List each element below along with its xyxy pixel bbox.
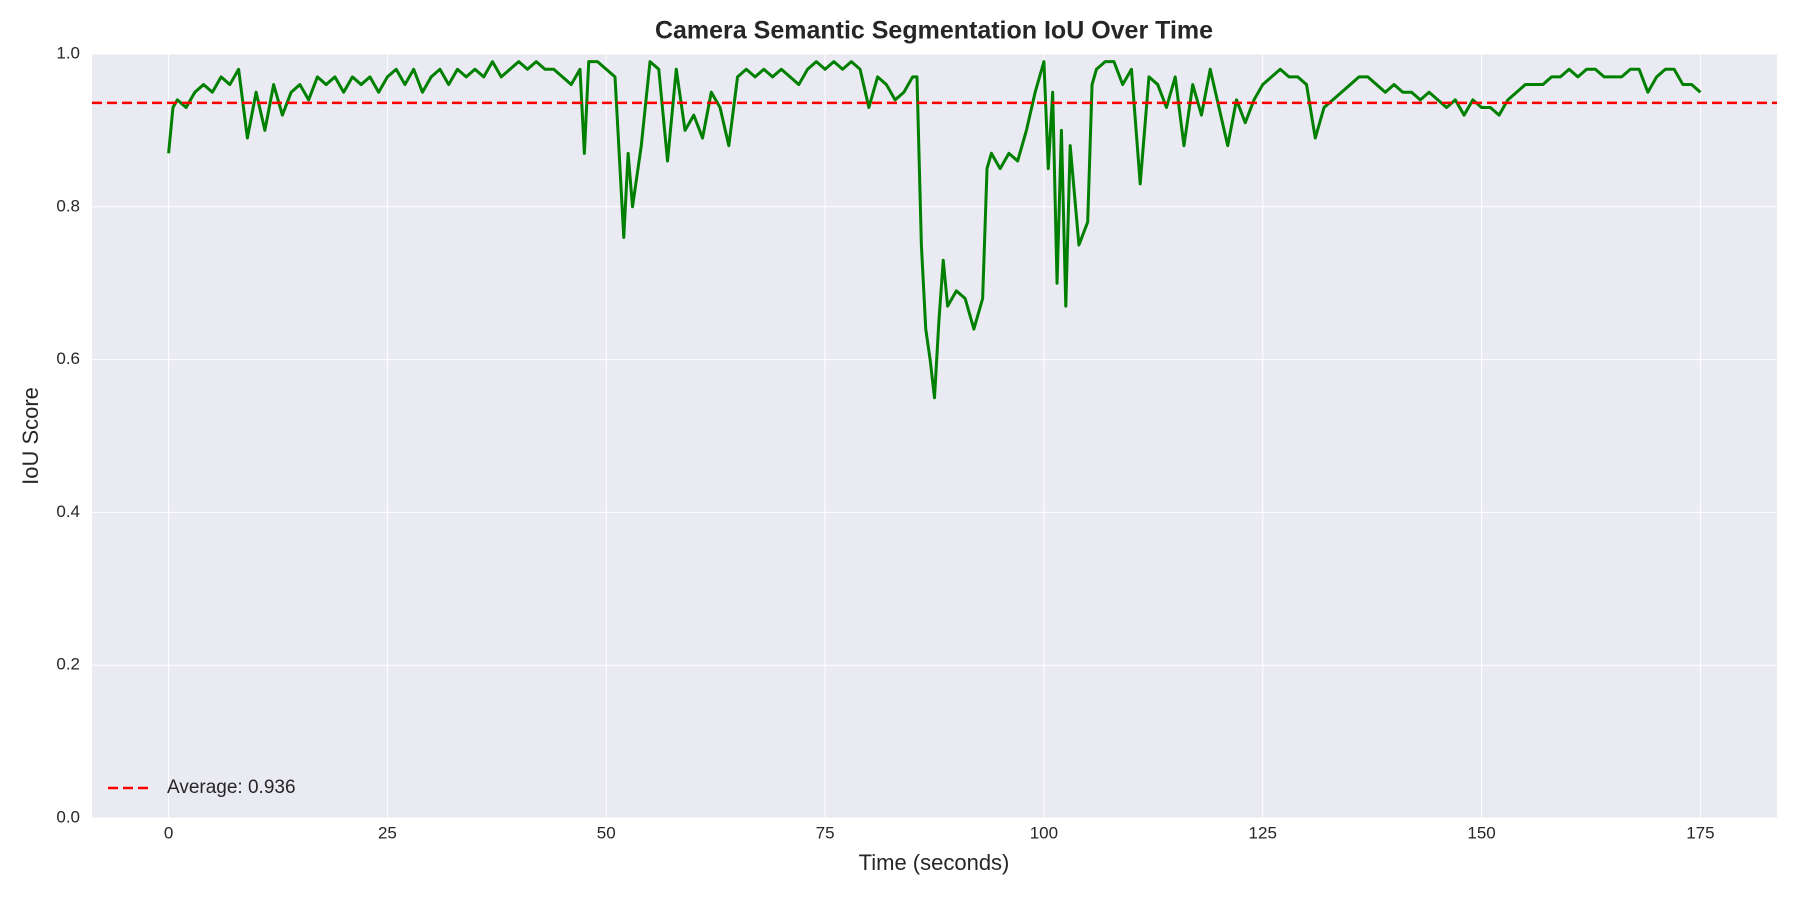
- chart-title: Camera Semantic Segmentation IoU Over Ti…: [655, 17, 1213, 45]
- x-tick-label: 25: [378, 823, 397, 842]
- y-tick-label: 0.2: [56, 655, 80, 674]
- x-tick-label: 150: [1467, 823, 1495, 842]
- marks: [92, 60, 1777, 400]
- x-tick-label: 100: [1030, 823, 1058, 842]
- x-tick-label: 50: [597, 823, 616, 842]
- y-tick-label: 0.8: [56, 196, 80, 215]
- plot-area: [92, 54, 1777, 818]
- grid: [92, 53, 1777, 819]
- x-tick-label: 75: [816, 823, 835, 842]
- y-axis-label: IoU Score: [18, 387, 43, 485]
- x-tick-label: 175: [1686, 823, 1714, 842]
- x-axis-label: Time (seconds): [859, 850, 1010, 875]
- y-tick-label: 0.4: [56, 502, 80, 521]
- legend: Average: 0.936: [108, 777, 296, 798]
- tick-labels: 0.0 0.2 0.4 0.6 0.8 1.0 0 25 50 75 100 125 150 175: [56, 43, 1714, 842]
- x-tick-label: 125: [1249, 823, 1277, 842]
- data-line: [167, 60, 1702, 400]
- y-tick-label: 0.6: [56, 349, 80, 368]
- y-tick-label: 1.0: [56, 43, 80, 62]
- x-tick-label: 0: [164, 823, 173, 842]
- y-tick-label: 0.0: [56, 807, 80, 826]
- legend-label: Average: 0.936: [167, 777, 296, 798]
